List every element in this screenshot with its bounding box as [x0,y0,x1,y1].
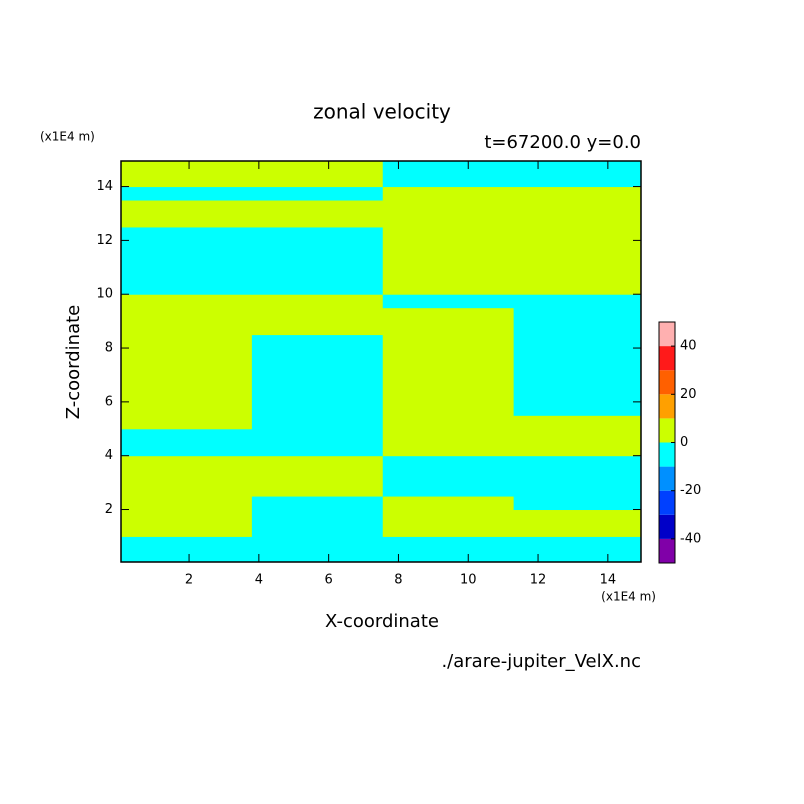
contour-cell [382,294,515,309]
contour-cell [513,161,642,188]
colorbar-tick-label: 0 [680,435,688,450]
contour-cell [121,307,253,336]
y-axis-label: Z-coordinate [63,305,84,420]
contour-cell [382,428,515,457]
colorbar-tick-label: 20 [680,387,697,402]
contour-cell [382,161,515,188]
contour-cell [121,509,253,537]
y-unit: (x1E4 m) [40,130,95,144]
contour-cell [251,428,384,457]
contour-cell [121,294,253,309]
contour-cell [513,536,642,563]
contour-cell [121,455,253,497]
plot-frame [120,160,642,563]
y-tick-label: 14 [96,179,113,194]
contour-cell [251,294,384,309]
contour-cell [251,226,384,295]
contour-cell [121,536,253,563]
x-axis-label: X-coordinate [325,611,439,632]
subtitle: t=67200.0 y=0.0 [484,132,641,153]
contour-cell [513,294,642,309]
contour-field [121,161,642,563]
contour-cell [513,415,642,430]
contour-cell [251,536,384,563]
contour-cell [513,186,642,201]
colorbar-band [659,346,675,371]
contour-cell [513,496,642,511]
contour-cell [513,307,642,336]
contour-cell [382,226,515,295]
contour-cell [251,161,384,188]
contour-cell [513,200,642,228]
contour-cell [382,186,515,201]
x-tick-label: 6 [325,573,333,588]
contour-cell [121,428,253,457]
colorbar-band [659,514,675,539]
contour-cell [121,334,253,416]
x-tick-label: 12 [530,573,547,588]
contour-cell [251,186,384,201]
contour-cell [382,536,515,563]
contour-cell [251,509,384,537]
contour-cell [382,496,515,511]
y-tick-label: 10 [96,287,113,302]
contour-cell [251,496,384,511]
x-tick-label: 4 [255,573,263,588]
colorbar-band [659,394,675,419]
colorbar-tick-label: -40 [680,531,701,546]
colorbar-band [659,466,675,491]
contour-cell [121,226,253,295]
y-tick-label: 4 [105,448,113,463]
chart-title: zonal velocity [313,100,451,124]
x-tick-label: 2 [185,573,193,588]
contour-cell [121,496,253,511]
contour-cell [251,455,384,497]
contour-cell [382,334,515,416]
colorbar-band [659,442,675,467]
contour-cell [121,161,253,188]
contour-cell [513,455,642,497]
contour-cell [382,307,515,336]
x-tick-label: 10 [460,573,477,588]
contour-cell [513,428,642,457]
contour-cell [251,334,384,416]
contour-cell [121,415,253,430]
colorbar-band [659,322,675,347]
contour-cell [251,307,384,336]
colorbar-band [659,418,675,443]
x-unit: (x1E4 m) [601,590,656,604]
contour-cell [382,455,515,497]
source-file: ./arare-jupiter_VelX.nc [441,651,641,672]
contour-cell [382,200,515,228]
colorbar-tick-label: 40 [680,339,697,354]
contour-cell [513,334,642,416]
y-tick-label: 6 [105,394,113,409]
colorbar: 40 20 0 -20 -40 [658,321,701,564]
contour-cell [382,415,515,430]
contour-cell [513,509,642,537]
x-tick-label: 14 [600,573,617,588]
colorbar-band [659,490,675,515]
colorbar-band [659,370,675,395]
contour-cell [251,200,384,228]
contour-cell [382,509,515,537]
contour-cell [121,186,253,201]
y-tick-label: 2 [105,502,113,517]
y-tick-label: 8 [105,341,113,356]
colorbar-band [659,538,675,563]
x-tick-label: 8 [394,573,402,588]
contour-cell [251,415,384,430]
contour-cell [121,200,253,228]
colorbar-tick-label: -20 [680,483,701,498]
contour-cell [513,226,642,295]
y-tick-label: 12 [96,233,113,248]
